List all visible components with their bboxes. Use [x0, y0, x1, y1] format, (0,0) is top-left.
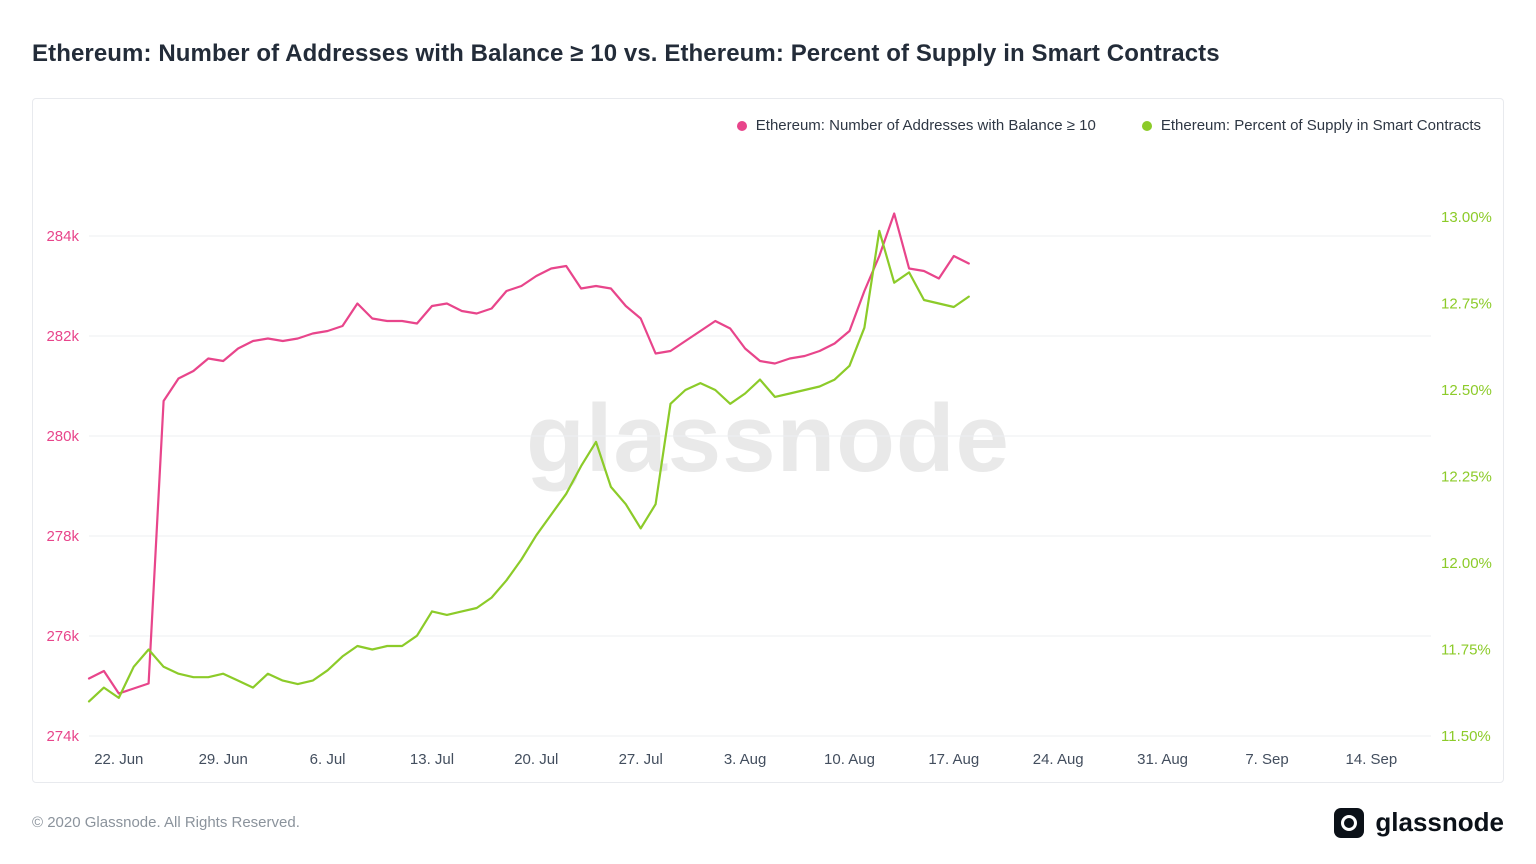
glassnode-logo-icon — [1334, 807, 1365, 838]
legend-item-addresses[interactable]: Ethereum: Number of Addresses with Balan… — [736, 117, 1096, 134]
glassnode-logo: glassnode — [1334, 807, 1504, 838]
left-axis-tick: 284k — [46, 228, 79, 245]
left-axis-tick: 280k — [46, 428, 79, 445]
glassnode-logo-text: glassnode — [1375, 807, 1504, 837]
x-axis-tick: 17. Aug — [928, 751, 979, 768]
right-axis-tick: 12.50% — [1441, 382, 1492, 399]
series-line-left — [87, 212, 970, 695]
x-axis-tick: 24. Aug — [1033, 751, 1084, 768]
x-axis-tick: 6. Jul — [310, 751, 346, 768]
legend-label-supply: Ethereum: Percent of Supply in Smart Con… — [1160, 117, 1481, 134]
x-axis-tick: 31. Aug — [1137, 751, 1188, 768]
x-axis-tick: 27. Jul — [619, 751, 663, 768]
x-axis-tick: 29. Jun — [199, 751, 248, 768]
x-axis-tick: 22. Jun — [94, 751, 143, 768]
legend-label-addresses: Ethereum: Number of Addresses with Balan… — [755, 117, 1096, 134]
x-axis-tick: 20. Jul — [514, 751, 558, 768]
x-axis-tick: 13. Jul — [410, 751, 454, 768]
right-axis-tick: 12.25% — [1441, 469, 1492, 486]
x-axis-tick: 14. Sep — [1346, 751, 1398, 768]
legend-dot-pink-icon — [736, 120, 747, 131]
legend-dot-green-icon — [1141, 120, 1152, 131]
x-axis-tick: 7. Sep — [1245, 751, 1288, 768]
page-title: Ethereum: Number of Addresses with Balan… — [32, 40, 1220, 67]
page: Ethereum: Number of Addresses with Balan… — [0, 40, 1536, 838]
footer: © 2020 Glassnode. All Rights Reserved. g… — [0, 783, 1536, 838]
right-axis-tick: 13.00% — [1441, 209, 1492, 226]
right-axis-tick: 12.75% — [1441, 296, 1492, 313]
chart-card: Ethereum: Number of Addresses with Balan… — [32, 98, 1504, 783]
series-line-right — [87, 229, 970, 703]
chart-legend: Ethereum: Number of Addresses with Balan… — [33, 117, 1481, 134]
left-axis-tick: 274k — [46, 728, 79, 745]
x-axis-tick: 3. Aug — [724, 751, 767, 768]
chart-svg[interactable]: 274k 276k 278k 280k 282k 284k 11.50% 11.75% 12.0… — [33, 99, 1503, 782]
legend-item-supply[interactable]: Ethereum: Percent of Supply in Smart Con… — [1141, 117, 1481, 134]
left-axis-tick: 282k — [46, 328, 79, 345]
right-axis-tick: 12.00% — [1441, 555, 1492, 572]
right-axis-tick: 11.50% — [1441, 728, 1491, 745]
right-axis-tick: 11.75% — [1441, 642, 1491, 659]
left-axis-tick: 276k — [46, 628, 79, 645]
left-axis-tick: 278k — [46, 528, 79, 545]
copyright-text: © 2020 Glassnode. All Rights Reserved. — [32, 814, 300, 831]
x-axis-tick: 10. Aug — [824, 751, 875, 768]
